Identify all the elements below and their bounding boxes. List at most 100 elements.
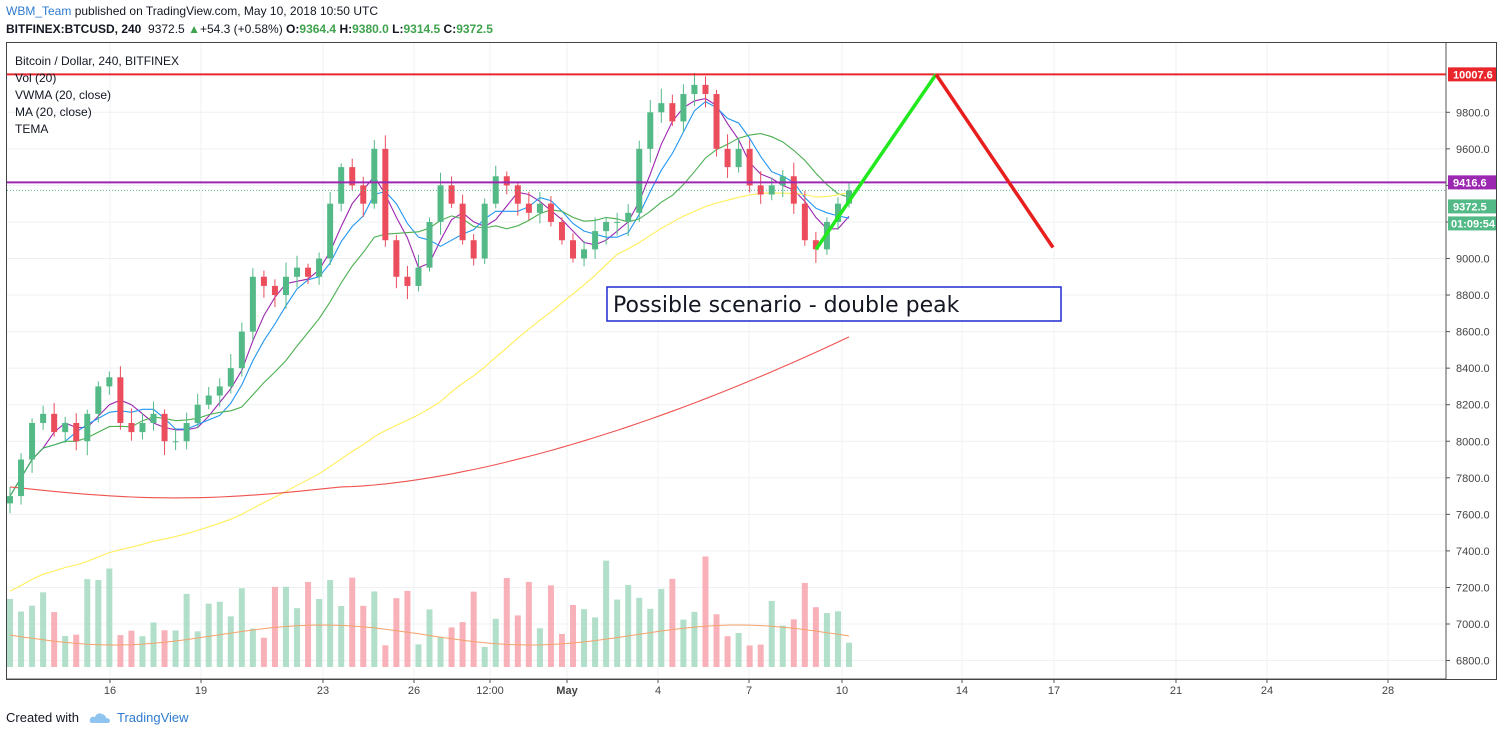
volume-bar: [779, 625, 786, 667]
volume-bar: [194, 631, 201, 667]
candle-body: [470, 240, 477, 259]
price-tick-label: 8000.0: [1456, 436, 1490, 448]
time-tick-label: 10: [836, 685, 848, 697]
volume-bar: [558, 633, 565, 667]
volume-bar: [316, 598, 323, 667]
candle-body: [51, 413, 58, 433]
volume-bar: [669, 578, 676, 667]
volume-bar: [746, 645, 753, 667]
volume-bar: [73, 634, 80, 667]
volume-bar: [205, 603, 212, 667]
last-price: 9372.5: [148, 22, 185, 36]
volume-bar: [183, 593, 190, 667]
volume-bar: [448, 627, 455, 667]
time-tick-label: 21: [1170, 685, 1182, 697]
volume-bar: [525, 581, 532, 667]
volume-bar: [636, 597, 643, 667]
candle-body: [40, 413, 47, 423]
up-arrow-icon: ▲: [188, 22, 200, 36]
horizontal-levels[interactable]: [7, 73, 1446, 191]
author-link[interactable]: WBM_Team: [6, 4, 72, 18]
candle-body: [547, 203, 554, 222]
candle-body: [514, 185, 521, 204]
volume-bar: [735, 632, 742, 667]
volume-bar: [393, 598, 400, 667]
candle-body: [382, 148, 389, 241]
legend-vwma[interactable]: VWMA (20, close): [15, 88, 112, 102]
candle-body: [128, 422, 135, 433]
time-tick-label: 4: [655, 685, 661, 697]
volume-bar: [415, 644, 422, 667]
candle-body: [724, 148, 731, 168]
candle-body: [636, 148, 643, 213]
high-value: 9380.0: [352, 22, 389, 36]
footer: Created with TradingView: [6, 710, 189, 726]
candle-body: [846, 190, 852, 204]
candle-body: [481, 203, 488, 259]
legend-vol[interactable]: Vol (20): [15, 71, 57, 85]
scenario-path[interactable]: [814, 73, 1055, 251]
volume-bar: [470, 591, 477, 667]
symbol-ohlc-line: BITFINEX:BTCUSD, 240 9372.5 ▲+54.3 (+0.5…: [6, 22, 493, 36]
ma-line: [9, 336, 850, 499]
candle-body: [426, 221, 433, 268]
volume-bar: [702, 556, 709, 667]
candle-body: [437, 185, 444, 222]
candle-body: [614, 221, 621, 223]
volume-bar: [812, 607, 819, 667]
volume-bar: [581, 609, 588, 667]
open-label: O:: [286, 22, 300, 36]
candlesticks: [7, 73, 852, 514]
volume-bar: [713, 614, 720, 667]
candle-body: [7, 496, 13, 504]
tradingview-link[interactable]: TradingView: [116, 710, 189, 725]
price-axis[interactable]: 6800.0 7000.0 7200.0 7400.0 7600.0 7800.0 8000…: [1445, 43, 1497, 679]
volume-bar: [790, 619, 797, 667]
volume-bar: [29, 605, 36, 667]
time-tick-label: 23: [317, 685, 329, 697]
candle-body: [570, 240, 577, 259]
high-label: H:: [339, 22, 353, 36]
candle-body: [812, 240, 819, 250]
candle-body: [581, 249, 588, 259]
volume-bar: [106, 568, 113, 667]
legend-tema[interactable]: TEMA: [15, 122, 49, 136]
volume-bar: [128, 630, 135, 667]
legend-ma[interactable]: MA (20, close): [15, 105, 92, 119]
candle-body: [404, 276, 411, 286]
candle-body: [150, 413, 157, 423]
candle-body: [702, 84, 709, 95]
volume-bar: [371, 591, 378, 667]
volume-bar: [349, 577, 356, 667]
volume-bar: [360, 605, 367, 667]
candle-body: [371, 148, 378, 204]
volume-bar: [117, 635, 124, 667]
volume-bar: [227, 616, 234, 667]
candle-body: [271, 285, 278, 296]
candle-body: [834, 203, 841, 222]
volume-bar: [658, 588, 665, 667]
annotation-box[interactable]: Possible scenario - double peak: [606, 286, 1062, 322]
volume-bar: [249, 628, 256, 667]
volume-bar: [294, 608, 301, 667]
resistance-price-label: 10007.6: [1453, 69, 1493, 81]
candle-body: [801, 203, 808, 241]
time-tick-label: May: [556, 685, 578, 697]
candle-body: [349, 167, 356, 186]
candle-body: [73, 422, 80, 442]
time-axis[interactable]: 16 19 23 26 12:00 May 4 7 10 14 17 21 24 28: [7, 678, 1446, 697]
volume-bar: [757, 644, 764, 667]
candle-body: [393, 240, 400, 277]
candle-body: [680, 94, 687, 122]
candle-body: [525, 203, 532, 213]
low-label: L:: [392, 22, 404, 36]
price-tick-label: 8800.0: [1456, 290, 1490, 302]
volume-bar: [95, 580, 102, 667]
countdown-label: 01:09:54: [1451, 218, 1496, 230]
scenario-down-leg: [934, 73, 1055, 249]
candle-body: [603, 221, 610, 232]
volume-bar: [18, 611, 25, 667]
low-value: 9314.5: [403, 22, 441, 36]
scenario-up-leg: [814, 73, 938, 251]
